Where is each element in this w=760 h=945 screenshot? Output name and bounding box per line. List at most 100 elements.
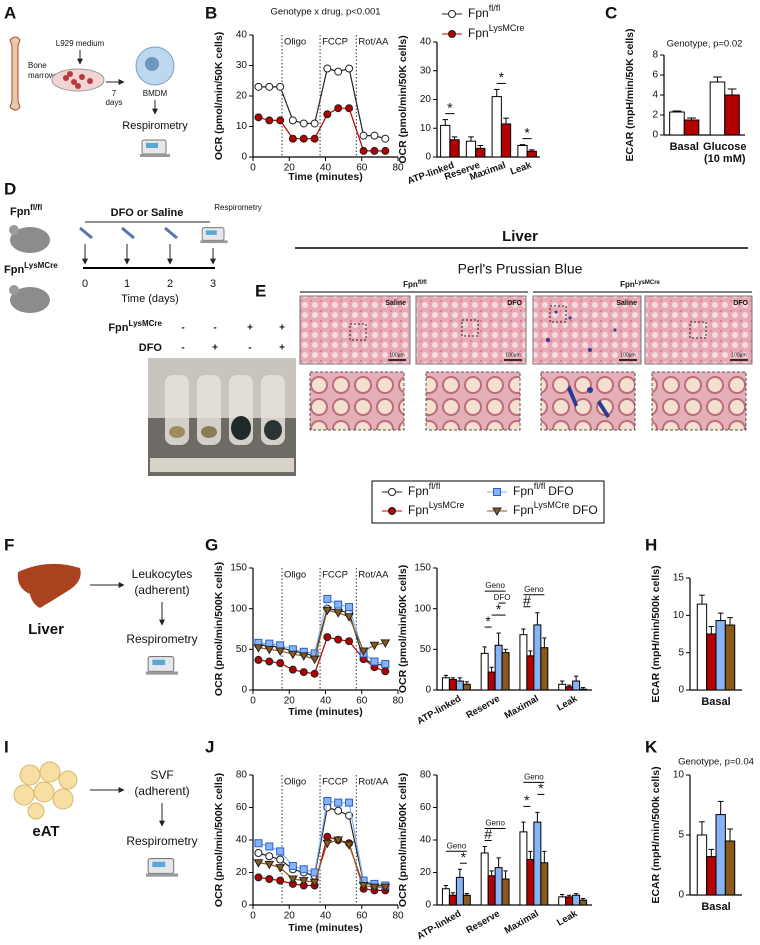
marker: [359, 131, 368, 140]
marker: [344, 613, 354, 622]
error-bar: [442, 119, 449, 126]
y-tick-label: 0: [678, 890, 684, 901]
bar: [455, 876, 464, 906]
y-tick-label: 30: [420, 65, 432, 76]
text: Time (days): [121, 293, 179, 305]
chart-title: Genotype, p=0.02: [667, 39, 743, 50]
bar: [706, 633, 717, 691]
annotation: Geno: [447, 841, 467, 850]
legend-superscript: fl/fl: [429, 481, 441, 491]
legend-superscript: LysMCre: [429, 500, 465, 510]
superscript: fl/fl: [418, 280, 427, 286]
text: 2: [167, 278, 173, 290]
series-line: [258, 67, 386, 140]
bar: [462, 894, 471, 906]
cells-icon: [63, 71, 93, 89]
legend-text: Fpn: [408, 484, 429, 498]
error-bar: [580, 687, 586, 690]
text: marrow: [28, 71, 55, 80]
text: SVF: [150, 768, 173, 782]
marker: [370, 146, 379, 155]
x-tick-label: 20: [284, 163, 296, 174]
x-tick-label-line: Basal: [701, 901, 730, 913]
bar: [683, 119, 700, 136]
instrument-icon: [200, 227, 228, 244]
bar: [494, 867, 503, 906]
bar: [579, 688, 588, 691]
dish-icon: [51, 68, 105, 92]
legend-text: Fpn: [468, 6, 489, 20]
text: Respirometry: [122, 120, 188, 132]
nucleus-icon: [145, 57, 159, 71]
bar: [487, 875, 496, 906]
text: days: [106, 98, 123, 107]
text: BMDM: [143, 89, 168, 98]
marker: [381, 146, 390, 155]
image-label: DFO: [733, 300, 748, 307]
annotation: *: [524, 124, 530, 140]
marker: [254, 839, 263, 848]
bar: [480, 852, 489, 906]
table-cells: - - + + - + - +: [181, 323, 285, 354]
table-cell: -: [181, 323, 184, 334]
error-bar: [672, 110, 682, 112]
text: L929 medium: [56, 39, 105, 48]
mouse-icon: [9, 285, 19, 295]
text: (adherent): [134, 583, 189, 597]
x-tick-label: 0: [250, 163, 256, 174]
marker: [323, 797, 332, 805]
marker: [288, 875, 298, 885]
marker: [275, 864, 286, 873]
error-bar: [521, 821, 526, 832]
error-bar: [443, 674, 449, 678]
legend-label: Fpnfl/fl: [408, 481, 440, 498]
histology-images: [299, 295, 753, 365]
error-bar: [699, 821, 705, 835]
x-tick-label-line: Basal: [670, 141, 699, 153]
text: Respirometry: [126, 834, 197, 848]
panel-label: F: [4, 535, 14, 554]
scale-bar-label: 100µm: [731, 352, 746, 358]
marker: [265, 116, 274, 125]
error-bar: [482, 646, 487, 654]
y-tick-label: 60: [420, 802, 432, 813]
y-tick-label: 50: [420, 644, 432, 655]
x-axis-label: Time (minutes): [288, 922, 362, 934]
zoom-images: [309, 371, 747, 431]
y-tick-label: 0: [241, 152, 247, 163]
marker: [299, 865, 308, 874]
text: Fpn: [403, 280, 418, 289]
x-tick-label: Leak: [555, 693, 580, 714]
text: DFO or Saline: [111, 207, 184, 219]
panel-label: H: [645, 535, 657, 554]
injection-label: FCCP: [322, 570, 348, 581]
adipocyte-icon: [13, 761, 78, 820]
y-axis-label: OCR (pmol/min/50K cells): [397, 35, 409, 163]
y-tick-label: 40: [420, 37, 432, 48]
panel-label: I: [4, 737, 9, 756]
panel-label: G: [205, 535, 218, 554]
error-bar: [528, 149, 535, 152]
x-tick-label: 60: [356, 696, 368, 707]
x-tick-label: Basal: [701, 901, 730, 913]
marker: [254, 655, 263, 664]
y-tick-label: 40: [236, 835, 248, 846]
chart-title: Genotype x drug, p<0.001: [270, 7, 380, 18]
bar: [491, 96, 502, 158]
mouse-icon: [10, 287, 50, 313]
x-tick-label: Leak: [509, 160, 534, 178]
table-cell: +: [212, 343, 218, 354]
y-tick-label: 30: [236, 60, 248, 71]
legend-label: FpnLysMCre DFO: [513, 500, 598, 517]
y-tick-label: 40: [420, 835, 432, 846]
marker: [345, 104, 354, 113]
marker: [276, 855, 285, 864]
y-tick-label: 40: [236, 30, 248, 41]
text: Respirometry: [126, 632, 197, 646]
table-cell: -: [213, 323, 216, 334]
marker: [276, 659, 285, 668]
text: Liver: [28, 621, 64, 638]
x-tick-label: 40: [320, 911, 332, 922]
marker: [276, 847, 285, 856]
error-bar: [489, 870, 494, 876]
